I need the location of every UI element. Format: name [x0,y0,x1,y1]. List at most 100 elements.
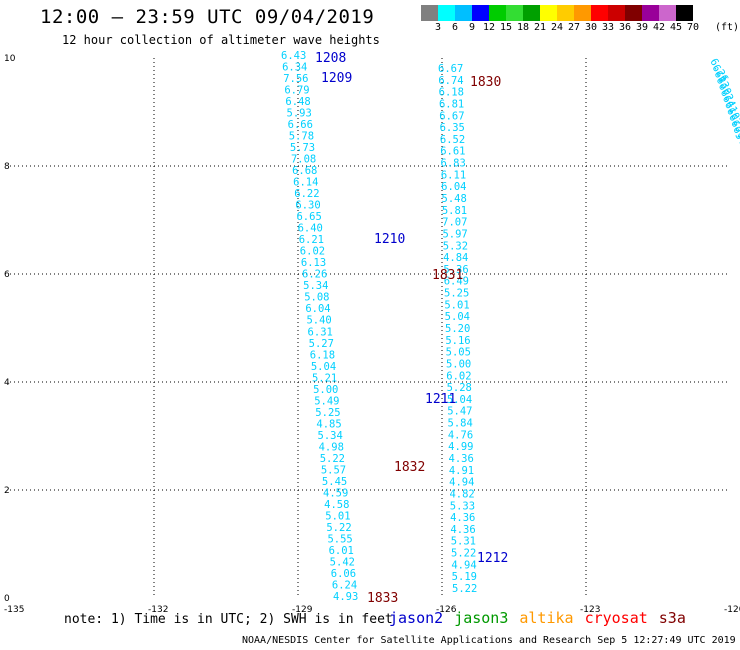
x-tick-label: -135 [4,605,24,615]
legend-swatch [557,5,574,21]
legend-swatch [489,5,506,21]
swh-value: 7.56 [283,73,308,85]
swh-value: 5.48 [442,193,467,205]
legend-label: 24 [550,22,564,33]
legend-label: 39 [635,22,649,33]
swh-value: 6.18 [439,87,464,99]
swh-value: 6.01 [329,545,354,557]
swh-value: 4.91 [449,465,474,477]
swh-value: 6.26 [302,269,327,281]
legend-label: 36 [618,22,632,33]
legend-swatch [574,5,591,21]
swh-value: 5.01 [325,510,350,522]
swh-value: 4.36 [449,453,474,465]
swh-value: 6.30 [295,200,320,212]
legend-label: 70 [686,22,700,33]
swh-value: 6.22 [294,188,319,200]
swh-value: 5.04 [447,394,472,406]
swh-value: 6.43 [281,50,306,62]
swh-value: 4.94 [449,477,474,489]
swh-value: 5.84 [448,418,473,430]
swh-value: 6.21 [299,234,324,246]
swh-value: 4.76 [448,429,473,441]
legend-label: 3 [434,22,442,33]
swh-value: 5.36 [443,264,468,276]
swh-value: 6.49 [444,276,469,288]
legend-swatch [523,5,540,21]
units-note: note: 1) Time is in UTC; 2) SWH is in fe… [64,612,393,627]
legend-label: 9 [468,22,476,33]
legend-label: 21 [533,22,547,33]
satellite-legend-jason2: jason2 [389,609,444,627]
pass-label: 1209 [321,71,352,86]
swh-value: 4.99 [448,441,473,453]
swh-value: 5.00 [313,384,338,396]
swh-value: 5.22 [452,583,477,595]
legend-swatch [591,5,608,21]
pass-label: 1830 [470,75,501,90]
pass-label: 1210 [374,232,405,247]
swh-value: 6.11 [441,169,466,181]
swh-value: 5.40 [306,315,331,327]
legend-swatch [455,5,472,21]
swh-value: 5.25 [444,288,469,300]
swh-value: 5.19 [452,571,477,583]
axis-ticks: -135 -132 -129 -126 -123 -120 0 2 4 6 8 10 [4,54,740,615]
swh-value: 4.85 [316,418,341,430]
swh-value: 6.34 [282,62,307,74]
pass-label: 1208 [315,51,346,66]
swh-value: 4.93 [333,591,358,603]
satellite-legend-cryosat: cryosat [584,609,648,627]
swh-value: 6.67 [438,63,463,75]
satellite-legend-altika: altika [519,609,574,627]
legend-label: 6 [451,22,459,33]
legend-label: 42 [652,22,666,33]
swh-value: 5.01 [444,299,469,311]
legend-label: 18 [516,22,530,33]
legend-label: 33 [601,22,615,33]
swh-value: 5.78 [289,131,314,143]
swh-value: 4.59 [323,487,348,499]
swh-value: 7.07 [442,217,467,229]
legend-swatch [472,5,489,21]
swh-value: 6.65 [296,211,321,223]
swh-value: 6.52 [440,134,465,146]
swh-value: 6.79 [284,85,309,97]
pass-label: 1212 [477,551,508,566]
swh-value: 6.66 [288,119,313,131]
swh-value: 6.02 [300,246,325,258]
swh-value: 4.94 [451,559,476,571]
swh-value: 5.9 [732,131,740,153]
swh-value: 5.42 [330,556,355,568]
y-tick-label: 4 [4,378,10,388]
swh-value: 5.73 [290,142,315,154]
swh-value: 5.08 [304,292,329,304]
x-tick-label: -120 [724,605,740,615]
swh-value: 5.47 [447,406,472,418]
swh-value: 5.05 [446,347,471,359]
swh-value: 6.04 [441,181,466,193]
legend-label: 15 [499,22,513,33]
swh-value: 6.1 [728,118,740,140]
x-tick-label: -123 [580,605,600,615]
legend-swatch [642,5,659,21]
swh-value: 5.21 [312,372,337,384]
swh-value: 6.61 [440,146,465,158]
legend-swatch [438,5,455,21]
swh-value: 4.36 [450,524,475,536]
x-tick-label: -132 [148,605,168,615]
swh-value: 6.74 [438,75,463,87]
swh-value: 5.04 [311,361,336,373]
x-tick-label: -129 [292,605,313,615]
swh-value: 6.24 [332,579,357,591]
color-scale-unit: (ft) [715,22,740,33]
swh-value: 4.58 [324,499,349,511]
pass-label: 1211 [425,392,456,407]
swh-value: 4.82 [449,488,474,500]
legend-swatch [625,5,642,21]
swh-value: 6.81 [439,98,464,110]
satellite-legend-jason3: jason3 [454,609,509,627]
swh-value: 5.55 [327,533,352,545]
swh-value: 5.81 [442,205,467,217]
